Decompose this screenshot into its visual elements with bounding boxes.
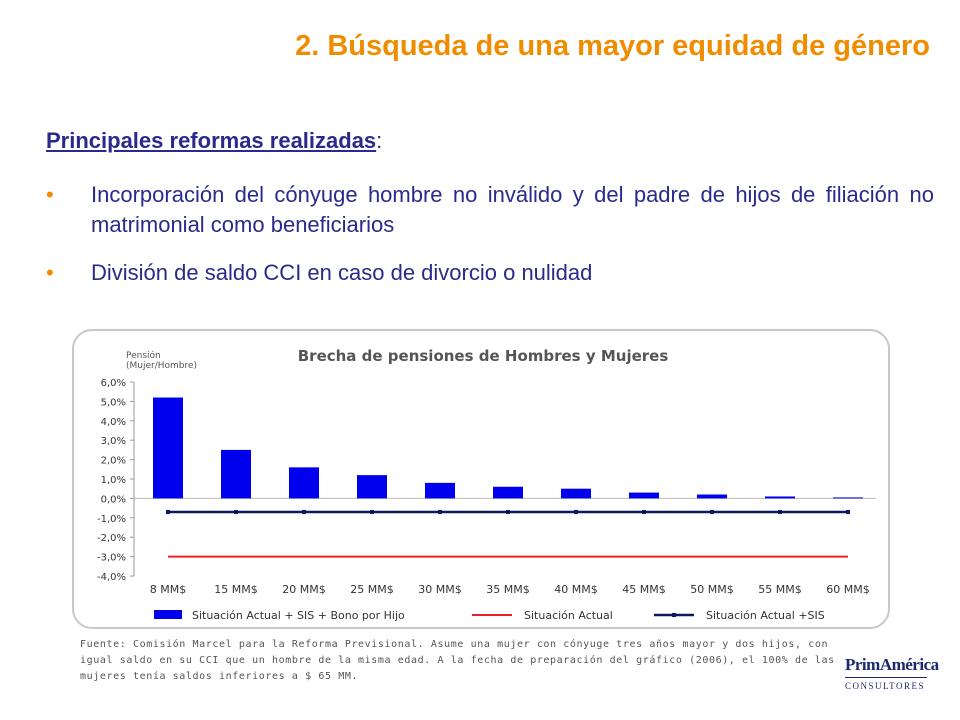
y-tick-label: -3,0% bbox=[97, 553, 126, 564]
bullet-text: Incorporación del cónyuge hombre no invá… bbox=[91, 182, 934, 237]
bar-7 bbox=[561, 488, 591, 499]
y-tick-label: 4,0% bbox=[101, 417, 126, 428]
bar-4 bbox=[357, 475, 387, 499]
logo-subtitle: CONSULTORES bbox=[845, 681, 926, 691]
section-heading-text: Principales reformas realizadas bbox=[46, 128, 377, 153]
bar-3 bbox=[289, 467, 319, 499]
x-tick-label: 8 MM$ bbox=[150, 583, 186, 596]
series-marker-3 bbox=[302, 509, 306, 514]
slide-title: 2. Búsqueda de una mayor equidad de géne… bbox=[295, 30, 930, 62]
bar-5 bbox=[425, 482, 455, 499]
logo-divider bbox=[845, 677, 927, 678]
bar-6 bbox=[493, 486, 523, 499]
y-tick-label: 5,0% bbox=[101, 397, 126, 408]
source-footnote: Fuente: Comisión Marcel para la Reforma … bbox=[80, 639, 835, 682]
x-tick-label: 55 MM$ bbox=[758, 583, 801, 596]
logo-brand: PrimAmérica bbox=[845, 655, 939, 674]
series-marker-1 bbox=[166, 509, 170, 514]
bullet-text: División de saldo CCI en caso de divorci… bbox=[91, 260, 593, 285]
legend-label-navy-line: Situación Actual +SIS bbox=[706, 609, 825, 622]
x-tick-label: 30 MM$ bbox=[418, 583, 461, 596]
series-marker-11 bbox=[846, 509, 850, 514]
series-marker-6 bbox=[506, 509, 510, 514]
legend-label-bar: Situación Actual + SIS + Bono por Hijo bbox=[192, 609, 405, 622]
series-marker-8 bbox=[642, 509, 646, 514]
x-tick-label: 25 MM$ bbox=[350, 583, 393, 596]
series-marker-9 bbox=[710, 509, 714, 514]
legend-swatch-bar bbox=[154, 610, 182, 619]
y-tick-label: -1,0% bbox=[97, 514, 126, 525]
bar-9 bbox=[697, 494, 727, 499]
y-tick-label: -2,0% bbox=[97, 533, 126, 544]
y-axis-label: Pensión bbox=[126, 350, 161, 361]
y-tick-label: 1,0% bbox=[101, 475, 126, 486]
legend-swatch-navy-marker bbox=[672, 613, 676, 617]
y-tick-label: 0,0% bbox=[101, 494, 126, 505]
x-tick-label: 35 MM$ bbox=[486, 583, 529, 596]
x-tick-label: 45 MM$ bbox=[622, 583, 665, 596]
series-marker-4 bbox=[370, 509, 374, 514]
series-marker-2 bbox=[234, 509, 238, 514]
bullet-icon: • bbox=[46, 182, 54, 207]
y-tick-label: 2,0% bbox=[101, 456, 126, 467]
series-marker-5 bbox=[438, 509, 442, 514]
bar-1 bbox=[153, 397, 183, 499]
x-tick-label: 60 MM$ bbox=[826, 583, 869, 596]
bar-2 bbox=[221, 449, 251, 499]
bullet-item: • División de saldo CCI en caso de divor… bbox=[46, 258, 934, 288]
legend-label-red-line: Situación Actual bbox=[524, 609, 613, 622]
bullet-item: • Incorporación del cónyuge hombre no in… bbox=[46, 180, 934, 240]
x-tick-label: 20 MM$ bbox=[282, 583, 325, 596]
x-tick-label: 15 MM$ bbox=[214, 583, 257, 596]
bar-10 bbox=[765, 496, 795, 499]
bar-8 bbox=[629, 492, 659, 499]
section-heading-colon: : bbox=[376, 128, 383, 153]
section-heading: Principales reformas realizadas: bbox=[46, 128, 382, 154]
company-logo: PrimAmérica CONSULTORES bbox=[845, 655, 939, 691]
y-tick-label: 6,0% bbox=[101, 378, 126, 389]
bullet-list: • Incorporación del cónyuge hombre no in… bbox=[46, 180, 934, 306]
y-tick-label: -4,0% bbox=[97, 572, 126, 583]
series-marker-10 bbox=[778, 509, 782, 514]
x-tick-label: 40 MM$ bbox=[554, 583, 597, 596]
y-tick-label: 3,0% bbox=[101, 436, 126, 447]
bullet-icon: • bbox=[46, 260, 54, 285]
y-axis-label: (Mujer/Hombre) bbox=[126, 361, 197, 371]
series-marker-7 bbox=[574, 509, 578, 514]
bar-11 bbox=[833, 497, 863, 499]
pension-gap-chart: Brecha de pensiones de Hombres y Mujeres… bbox=[97, 347, 876, 622]
chart-frame: Brecha de pensiones de Hombres y Mujeres… bbox=[72, 329, 890, 629]
chart-title: Brecha de pensiones de Hombres y Mujeres bbox=[298, 347, 669, 365]
x-tick-label: 50 MM$ bbox=[690, 583, 733, 596]
